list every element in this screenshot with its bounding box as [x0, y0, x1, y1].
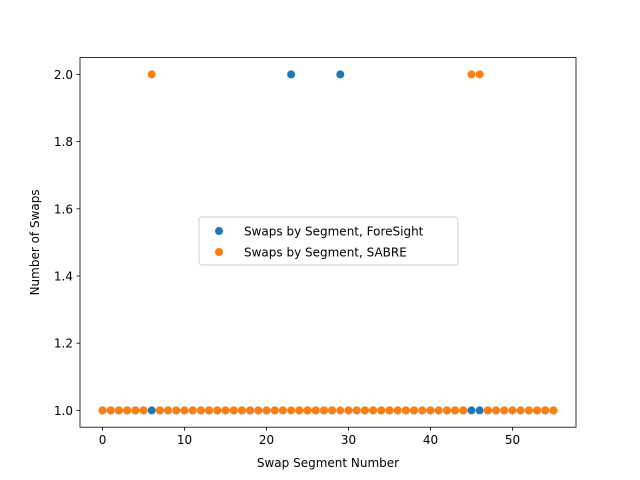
series-1-point [434, 406, 443, 415]
legend-marker [215, 248, 223, 256]
series-1-point [213, 406, 222, 415]
series-1-point [131, 406, 140, 415]
series-1-point [459, 406, 468, 415]
legend-label: Swaps by Segment, ForeSight [244, 225, 424, 239]
series-1-point [524, 406, 533, 415]
series-1-point [180, 406, 189, 415]
y-tick-label: 1.6 [54, 202, 73, 216]
series-1-point [295, 406, 304, 415]
series-1-point [98, 406, 107, 415]
series-1-point [475, 70, 484, 79]
axes: 0 10 20 30 40 50 1.0 1.2 1.4 1.6 1.8 2.0 [54, 57, 577, 447]
series-1-point [516, 406, 525, 415]
series-1-point [278, 406, 287, 415]
x-tick-label: 20 [259, 433, 274, 447]
series-1-point [369, 406, 378, 415]
x-tick-label: 40 [423, 433, 438, 447]
series-1-point [262, 406, 271, 415]
series-1-point [426, 406, 435, 415]
series-1-point [393, 406, 402, 415]
series-1-point [139, 406, 148, 415]
series-1-point [237, 406, 246, 415]
series-1-point [311, 406, 320, 415]
series-1-point [164, 406, 173, 415]
data-points [98, 70, 558, 415]
series-1-point [287, 406, 296, 415]
series-1-point [155, 406, 164, 415]
series-1-point [106, 406, 115, 415]
series-1-point [385, 406, 394, 415]
series-1-point [360, 406, 369, 415]
x-tick-label: 50 [505, 433, 520, 447]
series-0-point [475, 406, 484, 415]
series-1-point [303, 406, 312, 415]
series-1-point [401, 406, 410, 415]
series-1-point [377, 406, 386, 415]
series-1-point [418, 406, 427, 415]
series-1-point [246, 406, 255, 415]
series-1-point [336, 406, 345, 415]
series-0-point [336, 70, 345, 79]
series-1-point [442, 406, 451, 415]
legend-box [198, 216, 459, 266]
series-1-point [221, 406, 230, 415]
y-axis-label: Number of Swaps [28, 189, 42, 295]
series-1-point [500, 406, 509, 415]
series-1-point [344, 406, 353, 415]
y-tick-label: 2.0 [54, 68, 73, 82]
series-1-point [147, 70, 156, 79]
series-0-point [467, 406, 476, 415]
y-tick-label: 1.2 [54, 337, 73, 351]
series-1-point [328, 406, 337, 415]
series-1-point [188, 406, 197, 415]
series-1-point [114, 406, 123, 415]
series-1-point [229, 406, 238, 415]
series-1-point [352, 406, 361, 415]
series-1-point [508, 406, 517, 415]
series-1-point [254, 406, 263, 415]
x-tick-label: 10 [177, 433, 192, 447]
x-tick-label: 30 [341, 433, 356, 447]
axes-frame [79, 57, 577, 428]
series-1-point [270, 406, 279, 415]
legend: Swaps by Segment, ForeSight Swaps by Segm… [198, 216, 459, 266]
x-tick-label: 0 [99, 433, 107, 447]
series-1-point [205, 406, 214, 415]
legend-marker [215, 227, 223, 235]
series-0-point [147, 406, 156, 415]
series-1-point [533, 406, 542, 415]
series-1-point [410, 406, 419, 415]
series-1-point [541, 406, 550, 415]
series-1-point [467, 70, 476, 79]
series-1-point [196, 406, 205, 415]
y-tick-label: 1.8 [54, 135, 73, 149]
series-1-point [483, 406, 492, 415]
series-1-point [172, 406, 181, 415]
series-1-point [549, 406, 558, 415]
series-0-point [287, 70, 296, 79]
series-1-point [492, 406, 501, 415]
series-1-point [451, 406, 460, 415]
y-tick-label: 1.4 [54, 270, 73, 284]
x-axis-label: Swap Segment Number [257, 456, 399, 470]
legend-label: Swaps by Segment, SABRE [244, 246, 407, 260]
y-tick-label: 1.0 [54, 404, 73, 418]
series-1-point [123, 406, 132, 415]
series-1-point [319, 406, 328, 415]
